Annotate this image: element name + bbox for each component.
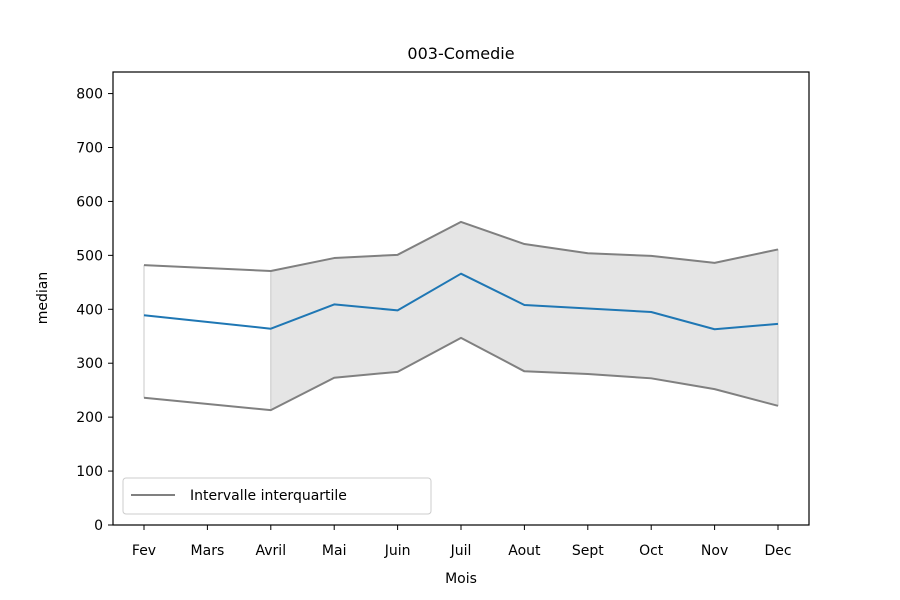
legend-label-interquartile: Intervalle interquartile: [190, 488, 347, 504]
x-tick-label: Nov: [701, 543, 728, 559]
x-tick-label: Dec: [764, 543, 791, 559]
legend-box: [122, 477, 432, 515]
y-axis-label: median: [35, 272, 51, 324]
x-tick-label: Oct: [639, 543, 664, 559]
interquartile-band-segment: [524, 243, 589, 375]
y-tick-label: 500: [76, 248, 103, 264]
y-tick-label: 700: [76, 141, 103, 157]
y-tick-label: 800: [76, 87, 103, 103]
x-tick-label: Sept: [572, 543, 604, 559]
x-tick-label: Avril: [256, 543, 287, 559]
y-tick-label: 0: [94, 518, 103, 534]
x-tick-label: Fev: [132, 543, 156, 559]
y-tick-label: 100: [76, 464, 103, 480]
x-tick-label: Mars: [191, 543, 225, 559]
plot-area: [143, 220, 779, 412]
y-tick-label: 300: [76, 356, 103, 372]
x-axis-label: Mois: [445, 571, 477, 587]
series-line-q3: [143, 220, 779, 272]
series-line-q1: [143, 336, 779, 412]
x-tick-label: Aout: [508, 543, 541, 559]
x-tick-label: Juin: [384, 543, 411, 559]
interquartile-band-segment: [587, 252, 652, 379]
x-tick-label: Mai: [322, 543, 347, 559]
interquartile-band-segment: [333, 254, 398, 379]
chart-title: 003-Comedie: [407, 44, 514, 63]
x-tick-label: Juil: [450, 543, 472, 559]
legend: Intervalle interquartile: [122, 477, 432, 515]
x-axis: Fev Mars Avril Mai Juin Juil Aout Sept Oct Nov Dec: [132, 525, 792, 559]
interquartile-band-segment: [650, 255, 715, 390]
y-tick-label: 600: [76, 194, 103, 210]
y-tick-label: 400: [76, 302, 103, 318]
y-tick-label: 200: [76, 410, 103, 426]
y-axis: 0 100 200 300 400 500 600 700 800: [76, 87, 113, 534]
